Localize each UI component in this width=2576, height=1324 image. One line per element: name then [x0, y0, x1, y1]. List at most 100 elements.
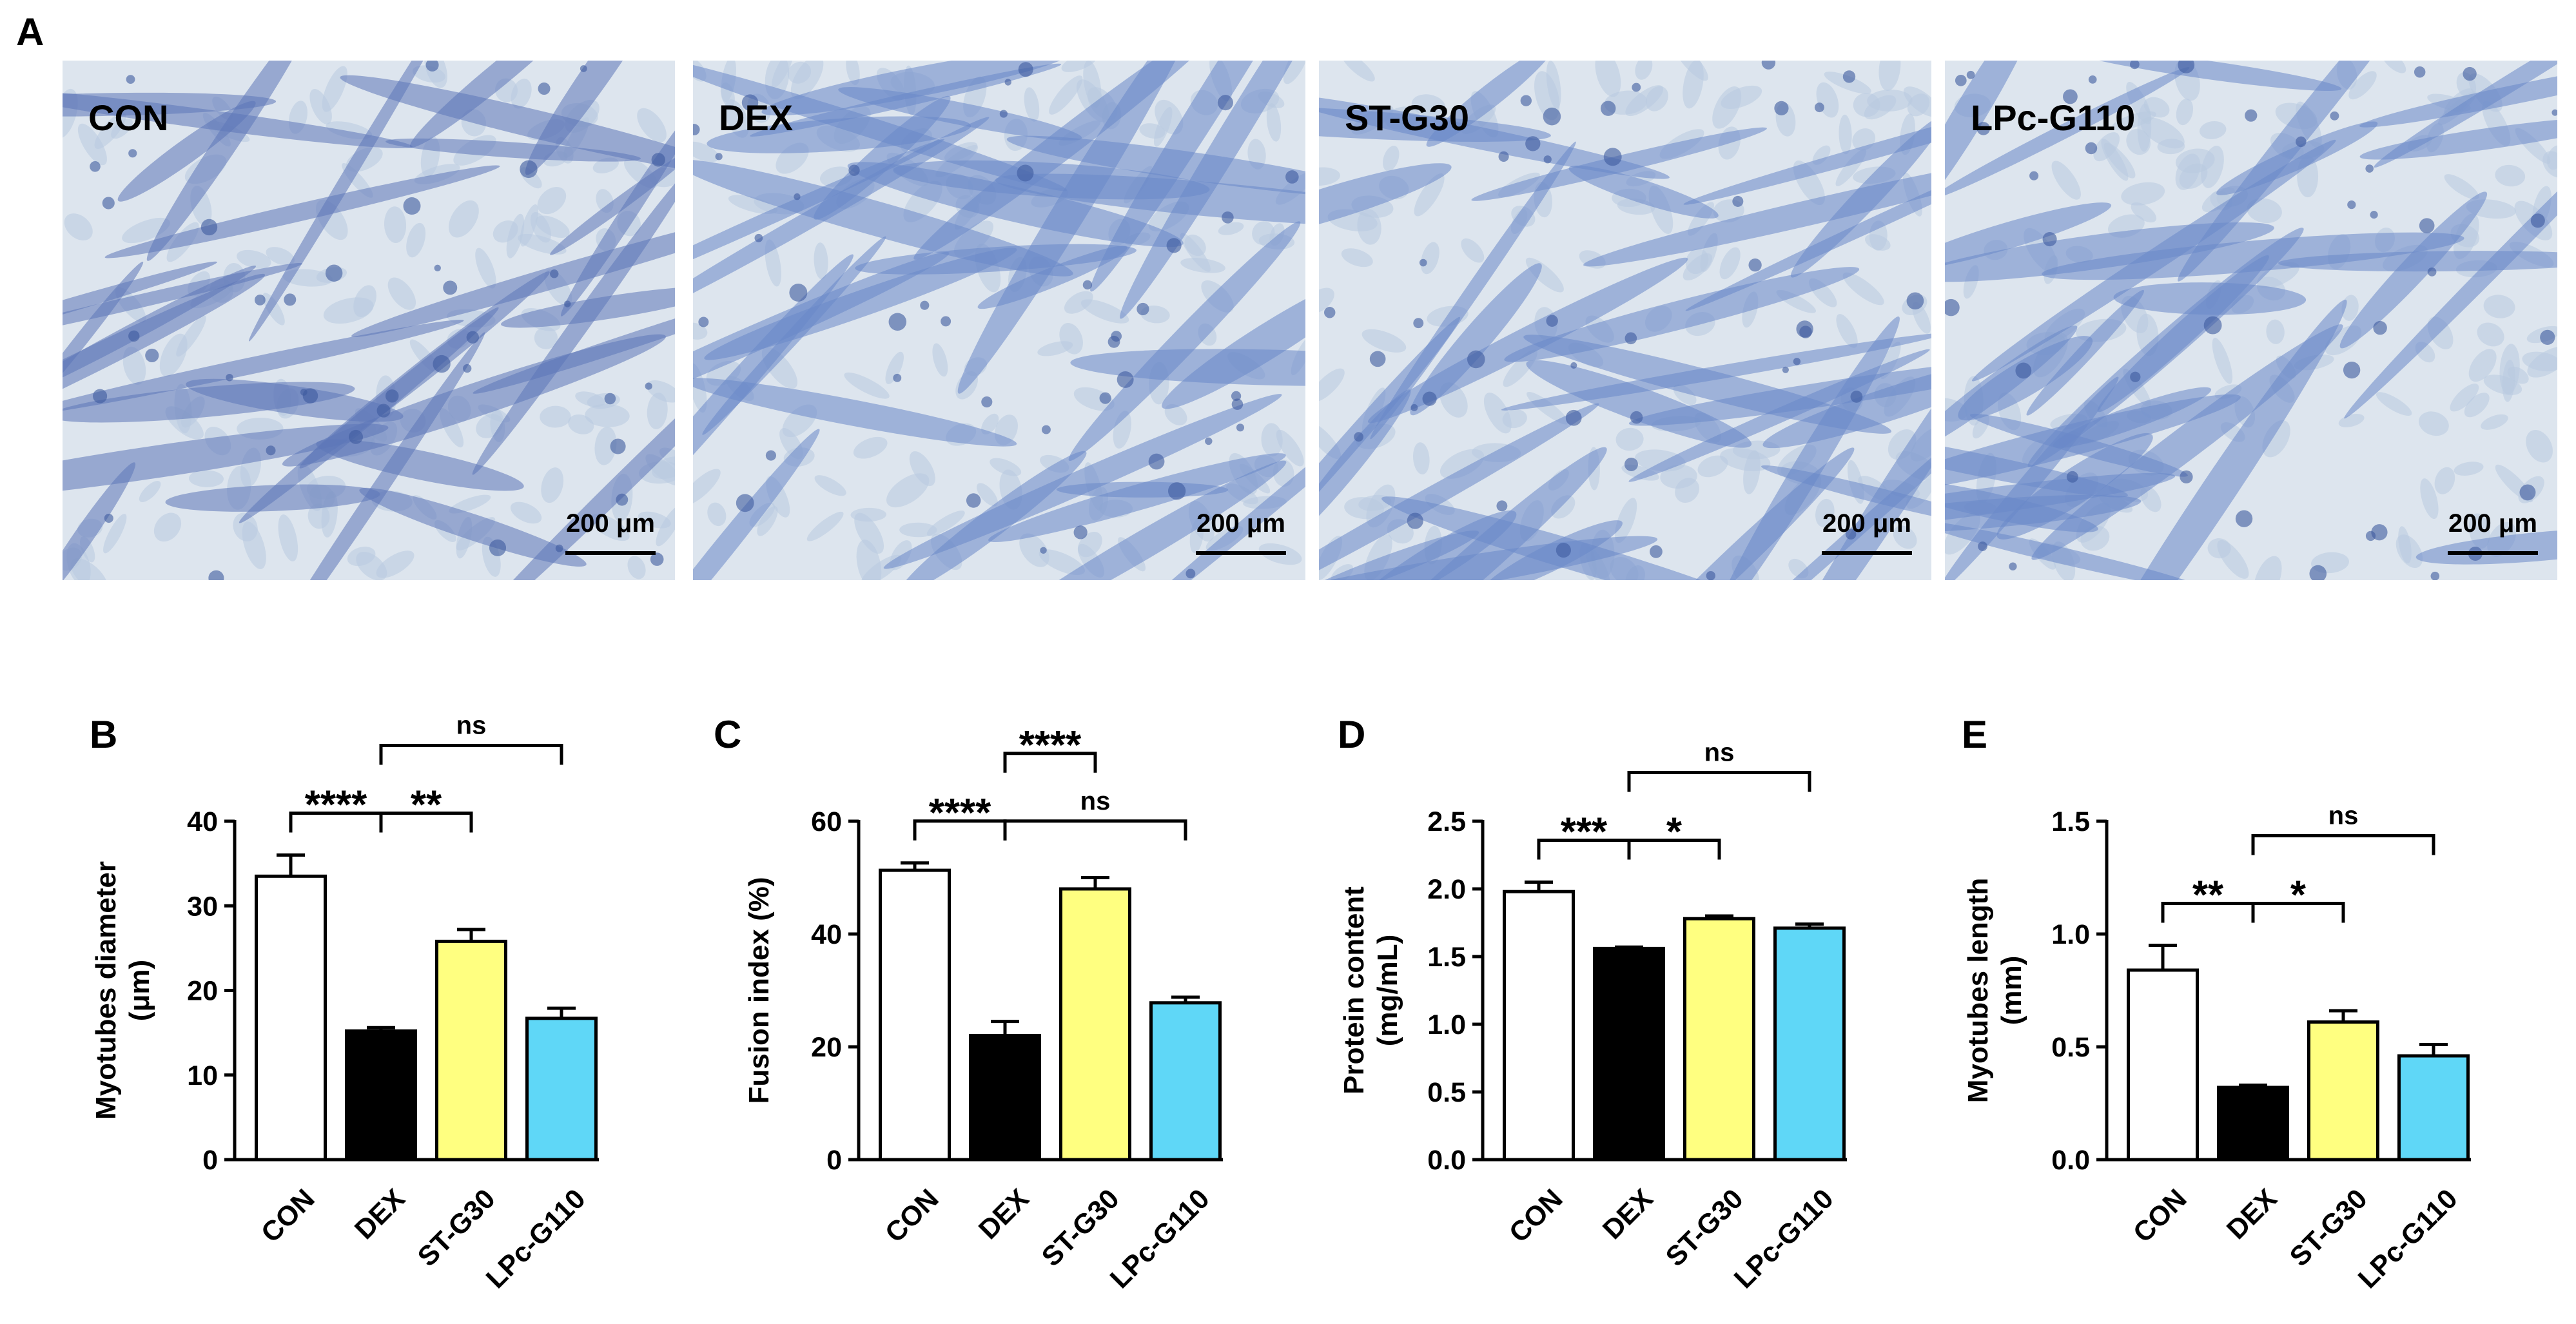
- nucleus: [1117, 371, 1134, 388]
- nucleus: [1966, 70, 1975, 79]
- nucleus: [2066, 471, 2078, 483]
- cell: [2175, 153, 2201, 190]
- myotube: [2359, 61, 2557, 128]
- nucleus: [255, 294, 266, 306]
- x-tick-label: LPc-G110: [1728, 1183, 1840, 1295]
- cell: [2481, 414, 2508, 430]
- cell: [2450, 384, 2479, 412]
- nucleus: [1761, 61, 1776, 70]
- cell: [1595, 61, 1621, 97]
- cell: [278, 514, 298, 561]
- cell: [1411, 94, 1445, 117]
- nucleus: [580, 65, 587, 72]
- myotube: [693, 378, 1017, 447]
- cell: [1064, 291, 1093, 314]
- cells: [63, 61, 675, 580]
- myotube: [883, 394, 1282, 569]
- image-label: LPc-G110: [1971, 97, 2135, 138]
- cell: [814, 475, 846, 496]
- nucleus: [1004, 79, 1011, 86]
- myotube: [117, 101, 256, 202]
- significance-label: ****: [305, 783, 367, 828]
- nucleus: [2009, 562, 2017, 570]
- nucleus: [2085, 142, 2098, 155]
- cell: [1439, 449, 1485, 479]
- nucleus: [1814, 102, 1824, 113]
- nucleus: [1565, 409, 1582, 426]
- micrograph: DEX 200 μm: [693, 61, 1305, 580]
- x-tick-label: LPc-G110: [480, 1183, 592, 1295]
- nucleus: [1955, 74, 1967, 86]
- error-bar: [2329, 1009, 2357, 1022]
- cell: [122, 217, 170, 244]
- cell: [387, 277, 416, 310]
- myotube: [1481, 520, 1623, 580]
- cell: [1039, 549, 1085, 575]
- cell: [2199, 121, 2227, 139]
- nucleus: [2427, 267, 2437, 277]
- nucleus: [1419, 258, 1427, 267]
- cell: [590, 514, 630, 541]
- nucleus: [1543, 155, 1552, 164]
- significance-label: ns: [1704, 739, 1735, 767]
- x-tick-label: LPc-G110: [2352, 1183, 2464, 1295]
- myotube: [385, 138, 641, 162]
- nucleus: [1570, 362, 1577, 369]
- nucleus: [2371, 524, 2388, 541]
- image-label: ST-G30: [1345, 97, 1469, 138]
- cell: [1049, 75, 1083, 115]
- cell: [153, 512, 182, 542]
- x-tick-label: ST-G30: [412, 1183, 502, 1273]
- cell: [1261, 423, 1283, 457]
- cell: [2464, 393, 2490, 418]
- cell: [1266, 103, 1282, 142]
- error-bar: [1525, 881, 1553, 892]
- error-bar: [547, 1006, 576, 1018]
- y-tick-label: 0: [826, 1145, 842, 1176]
- nucleus: [102, 197, 115, 209]
- cell: [233, 512, 258, 541]
- myotube: [340, 75, 675, 175]
- cell: [475, 248, 496, 289]
- cell: [806, 511, 844, 541]
- cell: [885, 351, 904, 384]
- y-axis-label: (μm): [124, 960, 155, 1021]
- cell: [2376, 392, 2412, 416]
- nucleus: [715, 153, 723, 161]
- cell: [1283, 61, 1305, 84]
- nucleus: [1017, 164, 1034, 182]
- bar: [435, 939, 507, 1162]
- micrograph: CON 200 μm: [63, 61, 675, 580]
- cell: [1420, 242, 1439, 275]
- scale-bar-label: 200 μm: [566, 509, 655, 538]
- nucleus: [2042, 232, 2057, 247]
- cell: [1893, 525, 1917, 549]
- significance-bracket: [2251, 902, 2345, 923]
- y-tick-label: 2.5: [1427, 806, 1466, 837]
- nucleus: [1410, 404, 1418, 411]
- nucleus: [2296, 136, 2307, 148]
- panel-label: E: [1962, 713, 1987, 756]
- significance-bracket: [1003, 752, 1097, 773]
- cell: [2131, 202, 2157, 223]
- nucleus: [1796, 320, 1813, 338]
- error-bar: [1615, 945, 1643, 949]
- myotube: [63, 423, 389, 501]
- myotube: [1775, 279, 1931, 580]
- nucleus: [1467, 350, 1485, 369]
- error-bar: [277, 853, 305, 877]
- myotube: [2097, 255, 2269, 413]
- nucleus: [2130, 61, 2140, 70]
- cell: [1218, 222, 1244, 235]
- cell: [1319, 368, 1345, 402]
- nucleus: [1236, 423, 1245, 432]
- cell: [188, 470, 224, 487]
- myotube: [1370, 141, 1576, 440]
- cell: [2546, 145, 2557, 170]
- significance-bracket: [2251, 834, 2435, 855]
- nucleus: [1285, 170, 1299, 184]
- myotube: [1367, 257, 1688, 423]
- myotube: [146, 61, 315, 261]
- nucleus: [2088, 75, 2097, 84]
- cell: [2051, 161, 2081, 200]
